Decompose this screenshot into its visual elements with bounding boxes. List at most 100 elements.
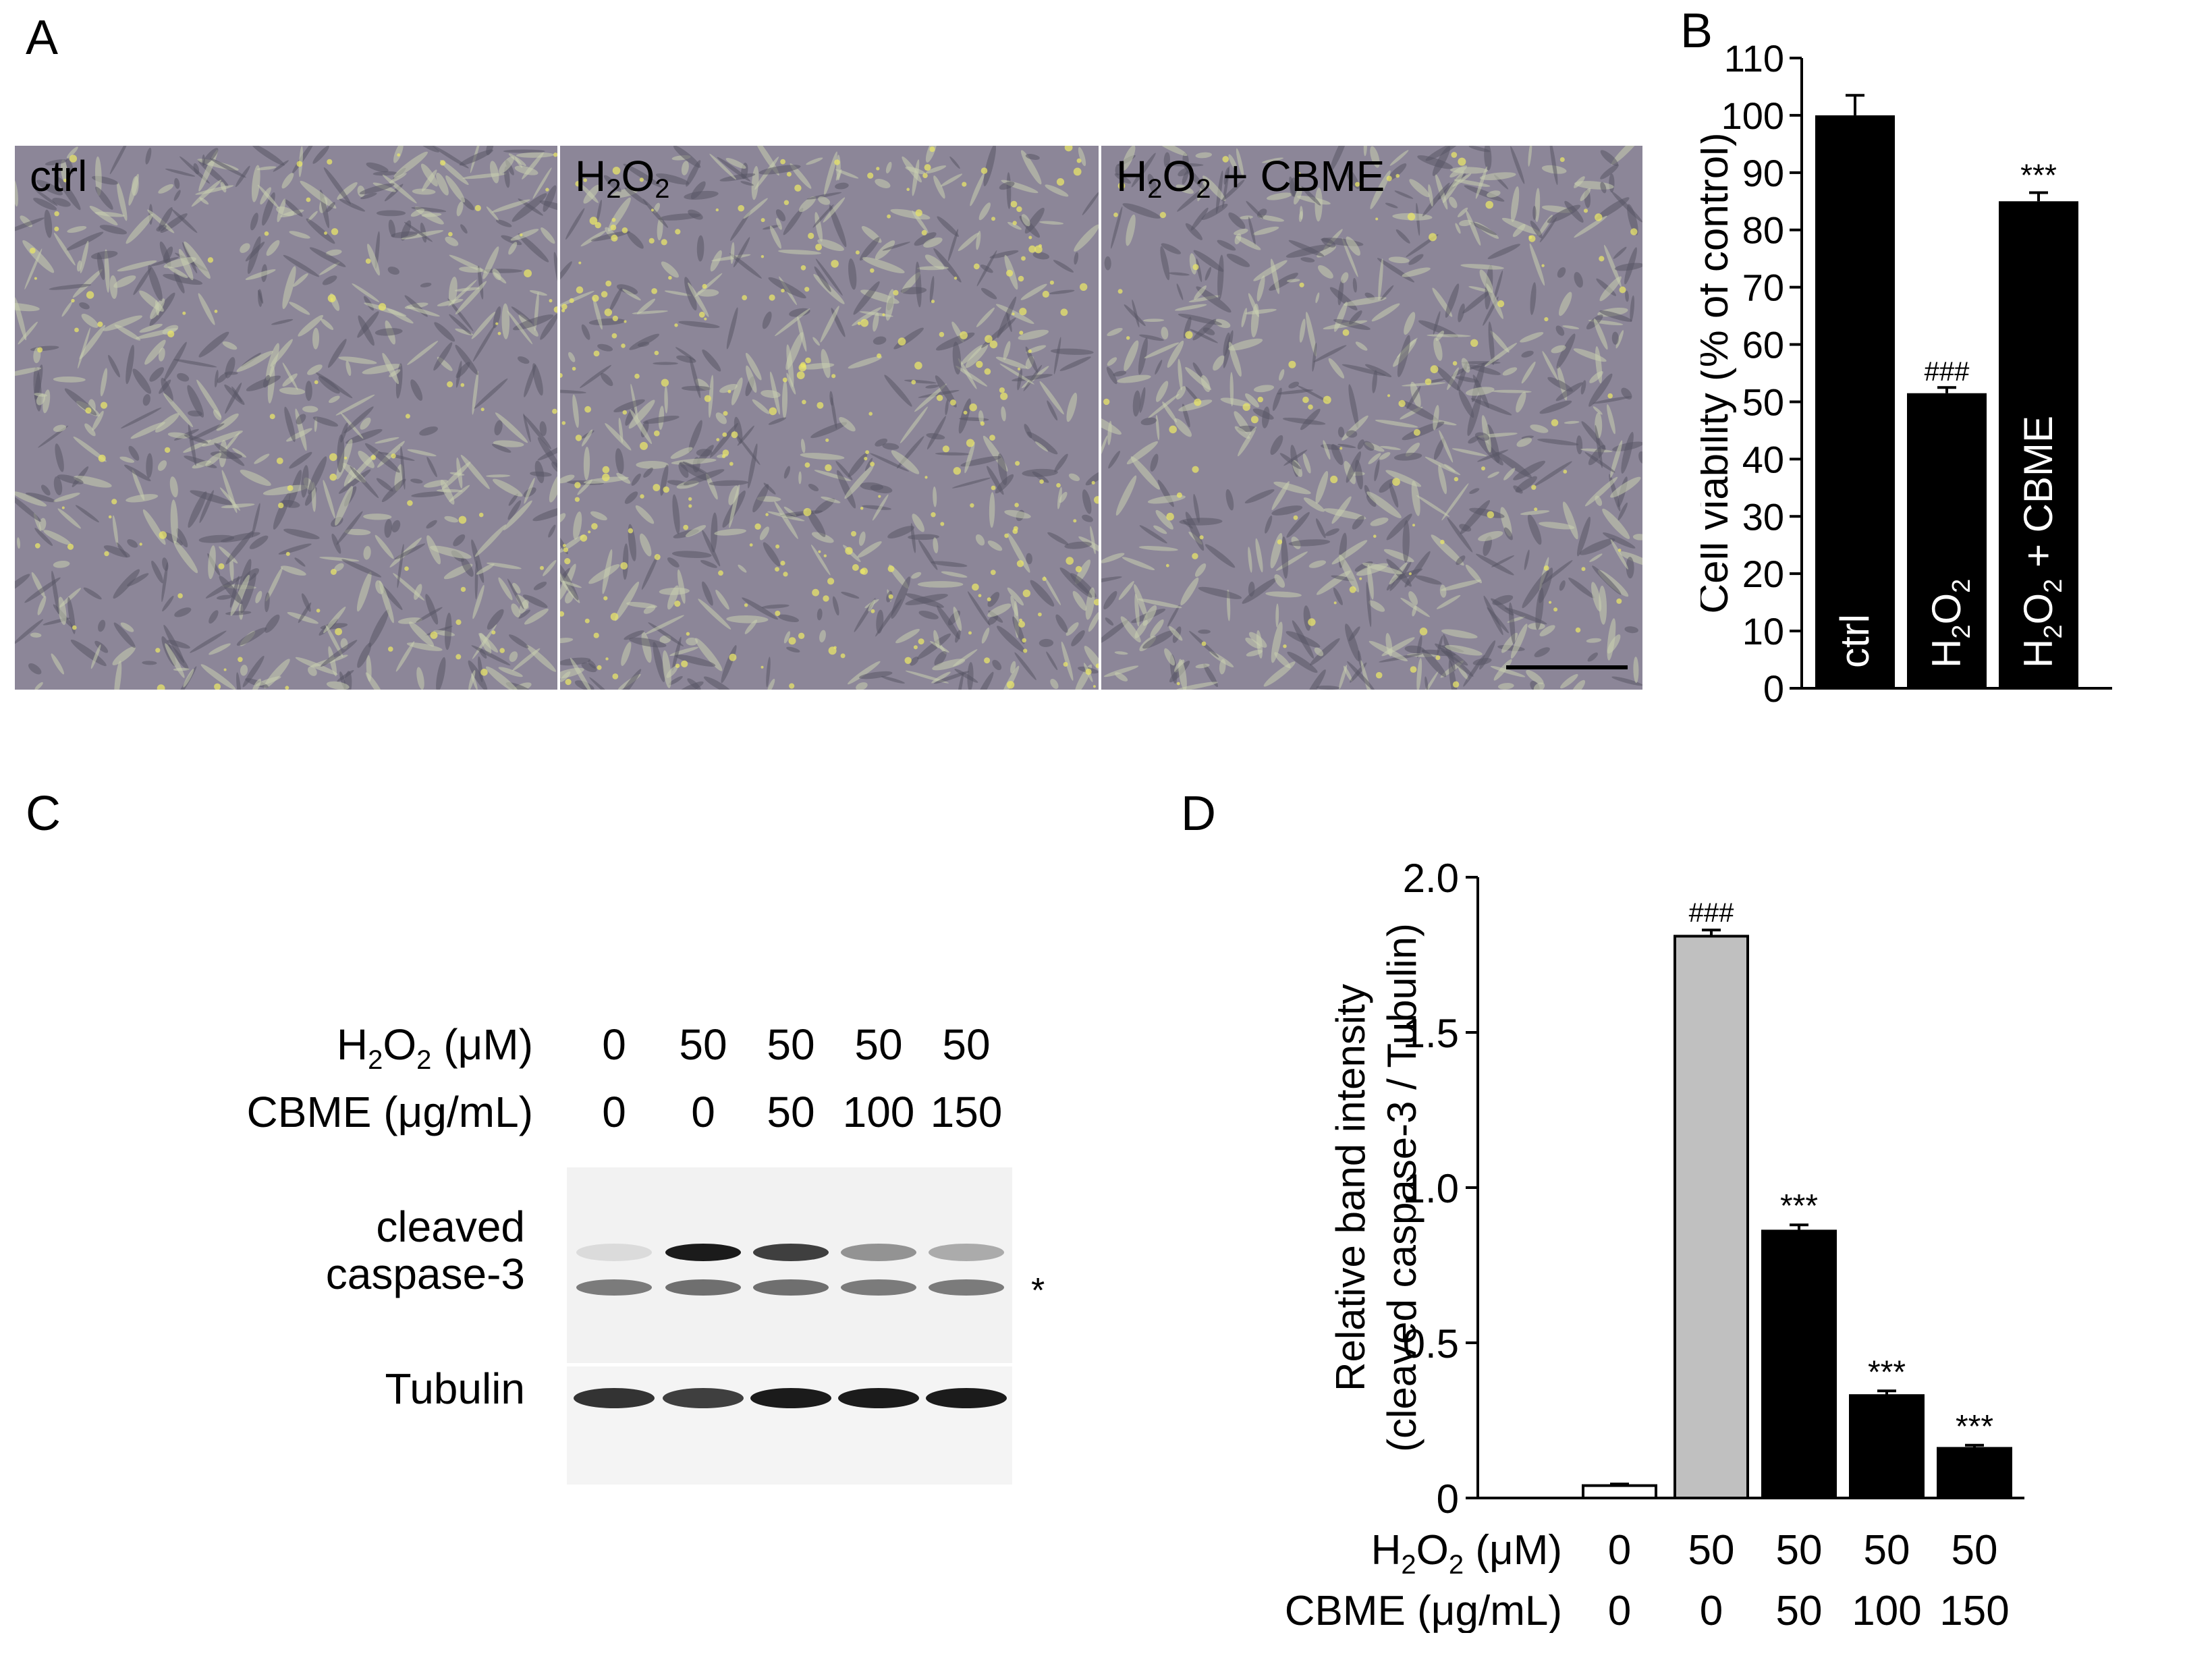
panel-letter-c: C: [26, 787, 61, 841]
significance-label: ***: [1780, 1188, 1818, 1224]
significance-label: ***: [2020, 158, 2057, 193]
band-cleaved-caspase3: [576, 1244, 652, 1261]
blot-svg: H2O2 (μM) CBME (μg/mL) cleaved caspase-3…: [247, 1020, 1045, 1485]
y-tick-label: 0: [1763, 667, 1784, 710]
x-h2o2-value: 0: [1608, 1527, 1631, 1574]
micrograph-label-h2o2-cbme: H2O2 + CBME: [1116, 152, 1385, 204]
western-blot-panel: H2O2 (μM) CBME (μg/mL) cleaved caspase-3…: [0, 945, 1147, 1485]
y-axis-label-line1: Relative band intensity: [1328, 984, 1373, 1391]
bar-1: [1674, 935, 1749, 1499]
blot-cbme-value: 100: [843, 1088, 915, 1136]
bar-1: [1907, 393, 1987, 688]
x-h2o2-value: 50: [1776, 1527, 1823, 1574]
blot-h2o2-value: 0: [602, 1020, 626, 1069]
micrograph-label-ctrl: ctrl: [30, 152, 88, 200]
band-tubulin: [574, 1388, 655, 1408]
micrograph-image-0: [15, 146, 557, 690]
bar-2: [1999, 201, 2078, 689]
x-cbme-value: 0: [1608, 1588, 1631, 1633]
blot-membrane-lower: [567, 1366, 1012, 1485]
x-cbme-value: 0: [1700, 1588, 1723, 1633]
y-tick-label: 2.0: [1403, 856, 1459, 901]
band-tubulin: [663, 1388, 744, 1408]
x-cbme-value: 100: [1852, 1588, 1921, 1633]
micrograph-image-2: [1101, 146, 1642, 690]
micrograph-background: [1101, 146, 1642, 690]
y-tick-label: 90: [1742, 152, 1784, 194]
y-tick-label: 1.0: [1403, 1166, 1459, 1211]
significance-label: ***: [1868, 1354, 1906, 1390]
significance-label: ###: [1689, 898, 1734, 928]
bar-4: [1937, 1447, 2012, 1500]
panel-letter-d: D: [1181, 787, 1216, 841]
x-cbme-value: 50: [1776, 1588, 1823, 1633]
y-tick-label: 60: [1742, 324, 1784, 366]
nonspecific-asterisk: *: [1031, 1271, 1045, 1310]
y-tick-label: 40: [1742, 438, 1784, 480]
blot-h2o2-value: 50: [854, 1020, 902, 1069]
band-cleaved-caspase3: [665, 1244, 741, 1261]
band-cleaved-caspase3: [753, 1244, 829, 1261]
blot-membrane-upper: [567, 1167, 1012, 1363]
panel-letter-b: B: [1680, 4, 1713, 58]
micrograph-h2o2-cbme: H2O2 + CBME: [1101, 146, 1642, 690]
band-nonspecific: [665, 1279, 741, 1296]
band-cleaved-caspase3: [841, 1244, 916, 1261]
band-nonspecific: [841, 1279, 916, 1296]
blot-cbme-value: 0: [691, 1088, 715, 1136]
bar-label-1: H2O2: [1924, 579, 1976, 668]
y-tick-label: 0.5: [1403, 1321, 1459, 1366]
blot-cbme-value: 50: [767, 1088, 814, 1136]
cell-texture: [1101, 146, 1642, 690]
y-tick-label: 20: [1742, 553, 1784, 595]
y-tick-label: 30: [1742, 495, 1784, 538]
y-tick-label: 0: [1437, 1476, 1459, 1522]
micrograph-label-h2o2: H2O2: [575, 152, 670, 204]
bar-label-2: H2O2 + CBME: [2016, 416, 2068, 668]
scale-bar: [1506, 665, 1628, 669]
x-row2-label: CBME (μg/mL): [1285, 1588, 1562, 1633]
band-cleaved-caspase3: [929, 1244, 1004, 1261]
significance-label: ***: [1956, 1409, 1993, 1445]
micrograph-h2o2: H2O2: [560, 146, 1099, 690]
y-tick-label: 50: [1742, 381, 1784, 423]
blot-h2o2-value: 50: [679, 1020, 727, 1069]
chart-b: 0 10 20 30 40 50 60 70 80 90 100 110 Cell viability …: [1701, 37, 2112, 710]
band-nonspecific: [576, 1279, 652, 1296]
band-label-caspase: caspase-3: [326, 1250, 525, 1298]
band-tubulin: [838, 1388, 919, 1408]
blot-h2o2-value: 50: [942, 1020, 990, 1069]
x-h2o2-value: 50: [1688, 1527, 1735, 1574]
y-tick-label: 1.5: [1403, 1011, 1459, 1056]
y-axis-label-line2: (cleaved caspase-3 / Tubulin): [1379, 923, 1425, 1452]
y-tick-label: 110: [1724, 37, 1784, 80]
blot-h2o2-value: 50: [767, 1020, 814, 1069]
blot-cbme-value: 0: [602, 1088, 626, 1136]
y-tick-label: 80: [1742, 209, 1784, 252]
band-label-cleaved: cleaved: [376, 1202, 525, 1251]
x-h2o2-value: 50: [1864, 1527, 1910, 1574]
bar-2: [1761, 1229, 1837, 1500]
micrograph-image-1: [560, 146, 1099, 690]
blot-row1-label: H2O2 (μM): [337, 1020, 533, 1075]
significance-label: ###: [1925, 357, 1970, 387]
y-tick-label: 100: [1721, 94, 1784, 137]
x-h2o2-value: 50: [1952, 1527, 1998, 1574]
band-nonspecific: [929, 1279, 1004, 1296]
bar-label-0: ctrl: [1832, 614, 1877, 668]
micrograph-background: [560, 146, 1099, 690]
chart-d: 0 0.5 1.0 1.5 2.0 Relative band intensity (cle…: [1285, 856, 2024, 1633]
micrograph-ctrl: ctrl: [15, 146, 557, 690]
cell-texture: [15, 146, 557, 690]
band-tubulin: [926, 1388, 1007, 1408]
bar-3: [1849, 1394, 1925, 1500]
band-tubulin: [750, 1388, 831, 1408]
panel-letter-a: A: [26, 11, 58, 65]
blot-cbme-value: 150: [931, 1088, 1003, 1136]
bar-0: [1815, 115, 1895, 689]
band-label-tubulin: Tubulin: [385, 1364, 525, 1413]
y-axis-label: Cell viability (% of control): [1701, 132, 1737, 613]
cell-texture: [560, 146, 1099, 690]
y-tick-label: 10: [1742, 610, 1784, 653]
